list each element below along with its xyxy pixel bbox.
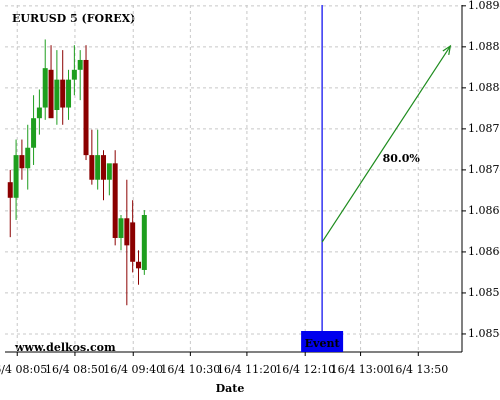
candle-body — [71, 69, 77, 80]
watermark: www.delkos.com — [14, 341, 116, 354]
candle-body — [13, 155, 19, 198]
x-tick-label: 16/4 08:50 — [45, 363, 105, 376]
candle-body — [141, 215, 147, 270]
arrow-label: 80.0% — [383, 152, 421, 165]
arrow — [321, 45, 451, 243]
x-tick-label: 16/4 13:50 — [388, 363, 448, 376]
candle-body — [112, 163, 118, 238]
event-label: Event — [305, 337, 341, 350]
candle-body — [135, 261, 141, 269]
y-tick-label: 1.0864 — [468, 245, 500, 258]
x-tick-label: 16/4 08:05 — [0, 363, 47, 376]
x-tick-label: 16/4 09:40 — [103, 363, 163, 376]
candle-body — [118, 218, 124, 238]
y-tick-label: 1.0879 — [468, 122, 500, 135]
x-axis-label: Date — [216, 382, 245, 395]
candle-body — [7, 182, 13, 198]
candle-body — [124, 218, 130, 246]
x-tick-label: 16/4 12:10 — [275, 363, 335, 376]
candle-body — [54, 79, 60, 111]
candle-body — [25, 147, 31, 169]
y-tick-label: 1.0889 — [468, 40, 500, 53]
x-tick-label: 16/4 13:00 — [331, 363, 391, 376]
y-tick-label: 1.0874 — [468, 163, 500, 176]
y-tick-label: 1.0894 — [468, 0, 500, 12]
chart-title: EURUSD 5 (FOREX) — [12, 12, 135, 25]
candle-body — [42, 68, 48, 108]
candle-body — [31, 118, 37, 148]
candle-body — [130, 222, 136, 262]
event-box — [301, 331, 344, 352]
candle-body — [66, 79, 72, 108]
x-tick-label: 16/4 10:30 — [160, 363, 220, 376]
candle-body — [19, 155, 25, 169]
candle-body — [36, 107, 42, 119]
y-tick-label: 1.0884 — [468, 81, 500, 94]
candle-body — [77, 59, 83, 70]
candle-body — [89, 155, 95, 180]
y-tick-label: 1.0869 — [468, 204, 500, 217]
candle-body — [101, 155, 107, 180]
x-tick-label: 16/4 11:20 — [217, 363, 277, 376]
candle-body — [106, 163, 112, 180]
candle-body — [95, 155, 101, 180]
candle-body — [48, 69, 54, 119]
y-tick-label: 1.0859 — [468, 286, 500, 299]
candle-body — [83, 59, 89, 156]
y-tick-label: 1.0854 — [468, 327, 500, 340]
arrow-head — [442, 44, 452, 55]
candle-body — [60, 79, 66, 108]
